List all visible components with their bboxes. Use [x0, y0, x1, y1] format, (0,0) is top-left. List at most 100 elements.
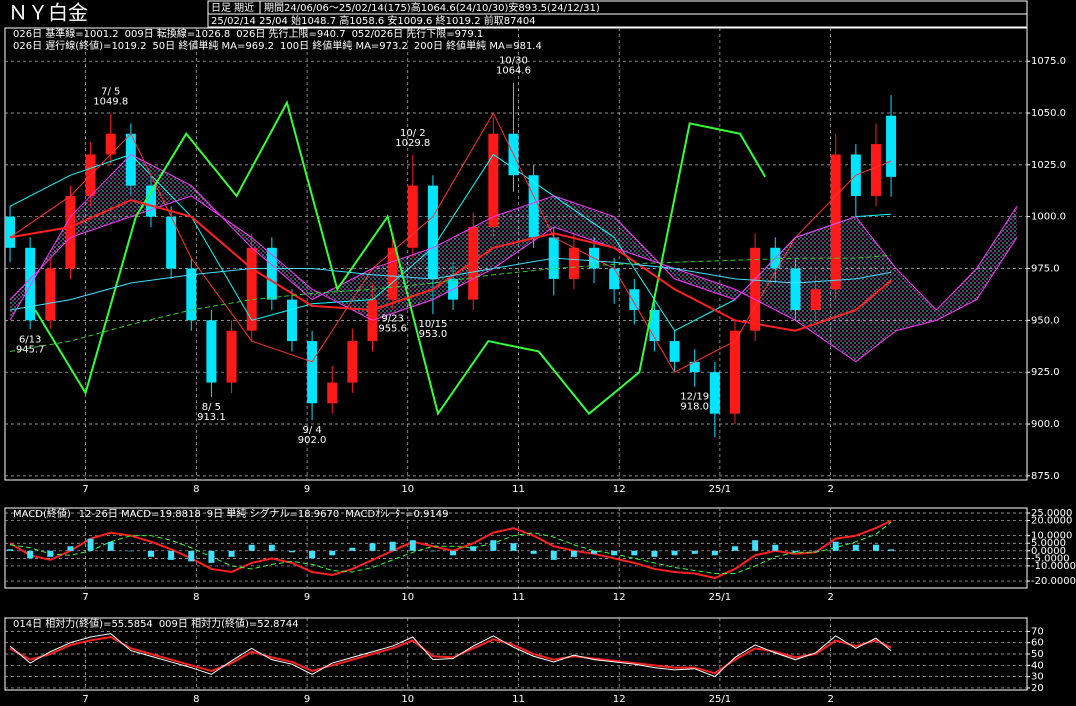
histogram-bar	[711, 550, 718, 556]
y-tick-label: 60	[1031, 638, 1044, 649]
annotation-date: 12/19	[680, 392, 709, 403]
histogram-bar	[47, 550, 54, 557]
legend-entry: 9日 単純 シグナル=18.9670	[207, 507, 339, 520]
histogram-bar	[27, 550, 34, 559]
panel-title: MACD(終値)	[13, 507, 71, 520]
annotation-date: 7/ 5	[101, 86, 120, 97]
annotation-date: 10/15	[419, 319, 448, 330]
legend-entry: 026日 基準線=1001.2	[13, 27, 119, 40]
y-tick-label: 1075.0	[1031, 56, 1066, 67]
series-line	[9, 633, 892, 678]
y-tick-label: 70	[1031, 626, 1044, 637]
histogram-bar	[429, 550, 436, 552]
candle-body	[709, 372, 720, 414]
candle-body	[105, 133, 116, 155]
histogram-bar	[671, 550, 678, 556]
candle-body	[730, 330, 740, 414]
candle-body	[689, 361, 700, 373]
y-tick-label: 10.0000	[1031, 531, 1072, 542]
histogram-bar	[888, 549, 895, 551]
candle-body	[226, 330, 237, 383]
y-tick-label: 1000.0	[1031, 212, 1066, 223]
legend-entry: 50日 終値単純 MA=969.2	[152, 39, 274, 52]
histogram-bar	[812, 550, 819, 552]
histogram-bar	[268, 544, 275, 551]
candle-body	[166, 216, 177, 269]
x-tick-label: 2	[827, 592, 833, 603]
x-tick-label: 25/1	[709, 484, 731, 495]
histogram-bar	[872, 544, 879, 551]
candle-body	[45, 268, 56, 321]
candle-body	[307, 341, 318, 404]
x-tick-label: 2	[827, 484, 833, 495]
histogram-bar	[168, 550, 175, 560]
y-tick-label: 25.0000	[1031, 508, 1072, 519]
y-tick-label: 900.0	[1031, 419, 1060, 430]
candle-body	[790, 268, 801, 310]
candle-body	[347, 341, 358, 383]
candle-body	[669, 341, 680, 362]
annotation-date: 8/ 5	[202, 402, 221, 413]
y-tick-label: 40	[1031, 660, 1044, 671]
histogram-bar	[852, 544, 859, 551]
histogram-bar	[329, 550, 336, 556]
histogram-bar	[87, 538, 94, 551]
histogram-bar	[309, 550, 316, 559]
histogram-bar	[530, 550, 537, 554]
annotation-date: 10/ 2	[400, 128, 426, 139]
histogram-bar	[228, 550, 235, 557]
candle-body	[468, 227, 479, 300]
histogram-bar	[470, 546, 477, 551]
y-tick-label: 20.0000	[1031, 516, 1072, 527]
legend-entry: 100日 終値単純 MA=973.2	[280, 39, 408, 52]
x-tick-label: 9	[304, 484, 310, 495]
candle-body	[186, 268, 197, 321]
x-tick-label: 10	[401, 484, 414, 495]
legend-entry: 12-26日 MACD=19.8818	[79, 509, 201, 520]
histogram-bar	[188, 550, 195, 562]
header-mode: 日足 期近	[211, 1, 254, 14]
series-line	[9, 257, 892, 311]
histogram-bar	[591, 550, 598, 554]
histogram-bar	[490, 540, 497, 551]
candle-body	[327, 382, 338, 404]
candle-body	[528, 175, 539, 238]
histogram-bar	[510, 543, 517, 551]
histogram-bar	[369, 543, 376, 551]
y-tick-label: 975.0	[1031, 264, 1060, 275]
candle-body	[266, 247, 277, 300]
candle-body	[125, 133, 136, 186]
histogram-bar	[67, 546, 74, 551]
series-line	[9, 521, 892, 574]
legend-entry: 026日 遅行線(終値)=1019.2	[13, 39, 146, 52]
candle-body	[649, 309, 660, 342]
candle-body	[810, 289, 821, 310]
y-tick-label: 50	[1031, 649, 1044, 660]
histogram-bar	[611, 550, 618, 556]
x-tick-label: 11	[512, 694, 525, 705]
histogram-bar	[450, 550, 457, 556]
legend-entry: 052/026日 先行下限=979.1	[352, 27, 484, 40]
histogram-bar	[409, 540, 416, 551]
candle-body	[488, 133, 499, 228]
header-last: 25/02/14 25/04 始1048.7 高1058.6 安1009.6 終…	[211, 14, 536, 27]
annotation-price: 1029.8	[395, 138, 430, 149]
histogram-bar	[792, 550, 799, 553]
candle-body	[146, 185, 156, 217]
histogram-bar	[651, 550, 658, 557]
annotation-date: 6/13	[19, 334, 41, 345]
candle-body	[65, 195, 76, 269]
cloud-span	[9, 195, 1018, 363]
histogram-bar	[148, 550, 154, 557]
series-line	[9, 111, 892, 373]
x-tick-label: 7	[82, 484, 88, 495]
candle-body	[870, 144, 881, 196]
x-tick-label: 25/1	[709, 694, 731, 705]
y-tick-label: -10.0000	[1031, 561, 1076, 572]
annotation-price: 1064.6	[496, 66, 531, 77]
x-tick-label: 9	[304, 592, 310, 603]
candle-body	[750, 247, 761, 331]
y-tick-label: 0.0000	[1031, 546, 1066, 557]
series-line	[9, 519, 892, 580]
